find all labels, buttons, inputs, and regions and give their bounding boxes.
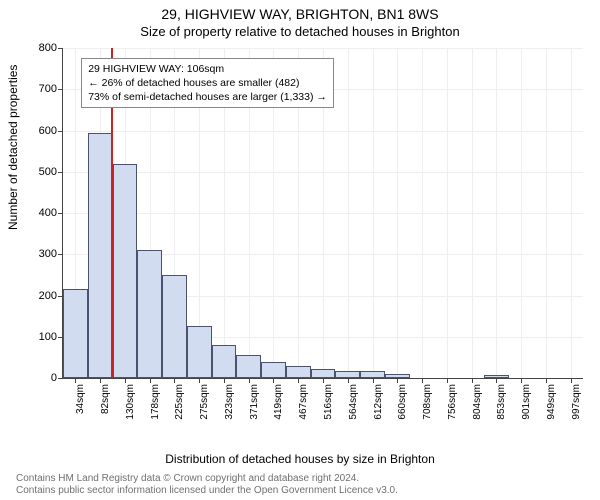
histogram-bar	[212, 345, 237, 378]
x-tick-label: 178sqm	[150, 384, 161, 420]
x-tick-mark	[546, 378, 547, 383]
x-tick-mark	[125, 378, 126, 383]
x-tick-mark	[75, 378, 76, 383]
gridline-v	[571, 48, 572, 378]
footer-line-1: Contains HM Land Registry data © Crown c…	[16, 473, 359, 484]
y-tick-mark	[58, 131, 63, 132]
y-tick-mark	[58, 172, 63, 173]
histogram-bar	[335, 371, 360, 378]
x-tick-mark	[199, 378, 200, 383]
histogram-bar	[484, 375, 509, 378]
x-tick-mark	[422, 378, 423, 383]
x-tick-label: 34sqm	[75, 384, 86, 414]
x-tick-mark	[323, 378, 324, 383]
attribution-footer: Contains HM Land Registry data © Crown c…	[16, 473, 398, 497]
x-tick-label: 371sqm	[249, 384, 260, 420]
gridline-v	[397, 48, 398, 378]
footer-line-2: Contains public sector information licen…	[16, 485, 398, 496]
y-tick-label: 500	[39, 166, 57, 178]
x-tick-mark	[496, 378, 497, 383]
histogram-bar	[311, 369, 336, 378]
x-tick-mark	[150, 378, 151, 383]
gridline-v	[447, 48, 448, 378]
histogram-bar	[385, 374, 410, 378]
y-tick-mark	[58, 89, 63, 90]
y-tick-label: 600	[39, 125, 57, 137]
x-tick-mark	[273, 378, 274, 383]
x-tick-mark	[348, 378, 349, 383]
x-tick-label: 516sqm	[323, 384, 334, 420]
x-tick-mark	[571, 378, 572, 383]
x-tick-label: 756sqm	[447, 384, 458, 420]
x-tick-label: 612sqm	[373, 384, 384, 420]
x-axis-label: Distribution of detached houses by size …	[0, 452, 600, 466]
histogram-bar	[162, 275, 187, 378]
x-tick-label: 564sqm	[348, 384, 359, 420]
gridline-v	[422, 48, 423, 378]
gridline-v	[373, 48, 374, 378]
y-tick-label: 0	[51, 372, 57, 384]
x-tick-label: 997sqm	[571, 384, 582, 420]
x-tick-label: 949sqm	[546, 384, 557, 420]
x-tick-mark	[224, 378, 225, 383]
histogram-plot: 010020030040050060070080034sqm82sqm130sq…	[62, 48, 583, 379]
annotation-line-3: 73% of semi-detached houses are larger (…	[88, 90, 327, 104]
gridline-v	[472, 48, 473, 378]
x-tick-mark	[100, 378, 101, 383]
page-subtitle: Size of property relative to detached ho…	[0, 24, 600, 39]
x-tick-label: 130sqm	[125, 384, 136, 420]
y-tick-mark	[58, 213, 63, 214]
y-tick-mark	[58, 378, 63, 379]
x-tick-label: 323sqm	[224, 384, 235, 420]
x-tick-label: 275sqm	[199, 384, 210, 420]
y-tick-label: 400	[39, 207, 57, 219]
histogram-bar	[113, 164, 138, 379]
histogram-bar	[286, 366, 311, 378]
histogram-bar	[137, 250, 162, 378]
x-tick-label: 853sqm	[496, 384, 507, 420]
x-tick-label: 901sqm	[521, 384, 532, 420]
x-tick-label: 660sqm	[397, 384, 408, 420]
x-tick-mark	[373, 378, 374, 383]
histogram-bar	[261, 362, 286, 379]
histogram-bar	[360, 371, 385, 378]
y-tick-label: 100	[39, 331, 57, 343]
histogram-bar	[63, 289, 88, 378]
x-tick-label: 467sqm	[298, 384, 309, 420]
y-tick-label: 800	[39, 42, 57, 54]
x-tick-mark	[174, 378, 175, 383]
page-title: 29, HIGHVIEW WAY, BRIGHTON, BN1 8WS	[0, 6, 600, 22]
y-tick-label: 200	[39, 290, 57, 302]
y-tick-mark	[58, 254, 63, 255]
annotation-line-2: ← 26% of detached houses are smaller (48…	[88, 76, 327, 90]
annotation-box: 29 HIGHVIEW WAY: 106sqm← 26% of detached…	[81, 58, 334, 109]
y-tick-mark	[58, 48, 63, 49]
y-tick-label: 300	[39, 248, 57, 260]
x-tick-label: 82sqm	[100, 384, 111, 414]
x-tick-mark	[447, 378, 448, 383]
x-tick-label: 225sqm	[174, 384, 185, 420]
x-tick-label: 419sqm	[273, 384, 284, 420]
annotation-line-1: 29 HIGHVIEW WAY: 106sqm	[88, 62, 327, 76]
gridline-v	[348, 48, 349, 378]
x-tick-label: 708sqm	[422, 384, 433, 420]
x-tick-mark	[472, 378, 473, 383]
gridline-v	[521, 48, 522, 378]
histogram-bar	[187, 326, 212, 378]
y-axis-label: Number of detached properties	[6, 65, 20, 230]
x-tick-mark	[521, 378, 522, 383]
gridline-v	[546, 48, 547, 378]
x-tick-mark	[249, 378, 250, 383]
y-tick-label: 700	[39, 83, 57, 95]
histogram-bar	[236, 355, 261, 378]
x-tick-label: 804sqm	[472, 384, 483, 420]
gridline-v	[496, 48, 497, 378]
x-tick-mark	[298, 378, 299, 383]
histogram-bar	[88, 133, 113, 378]
x-tick-mark	[397, 378, 398, 383]
